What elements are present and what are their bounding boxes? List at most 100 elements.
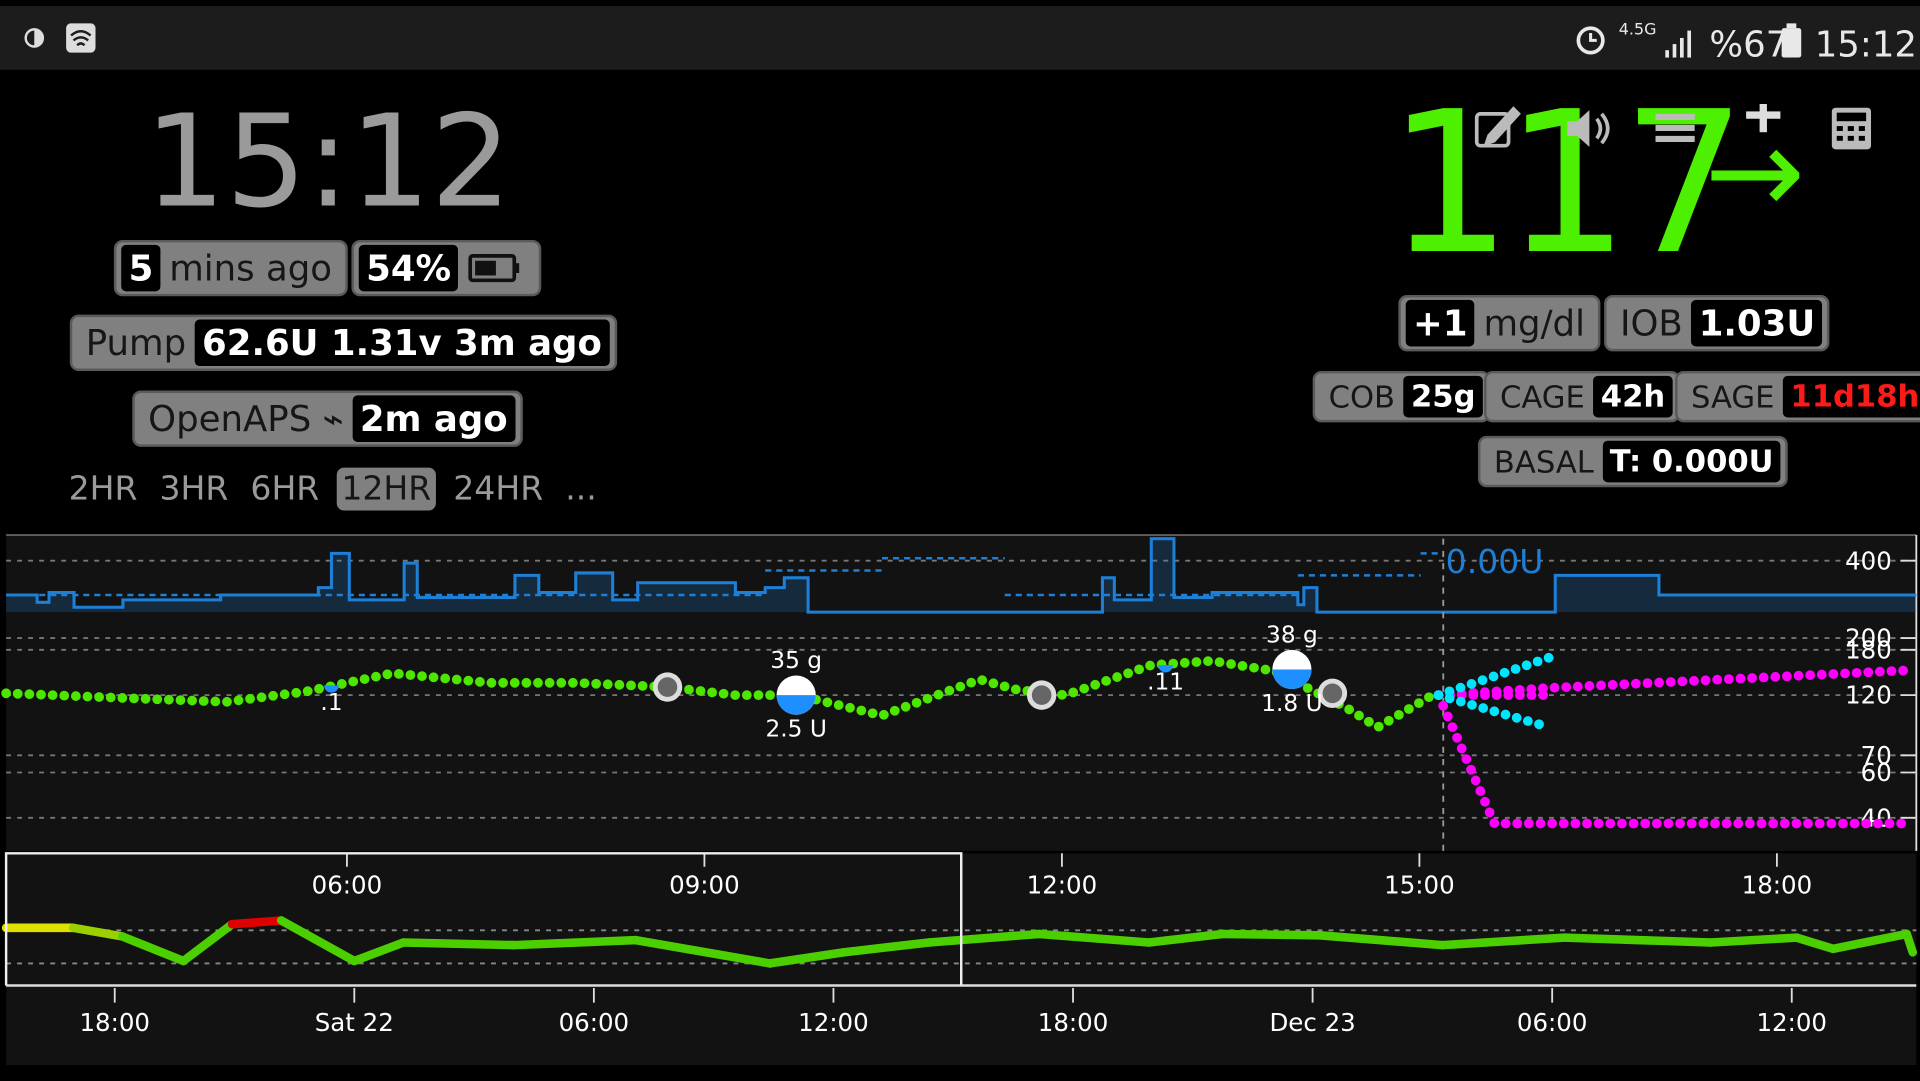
loop-pill: OpenAPS ⌁ 2m ago <box>132 390 523 447</box>
bg-segment <box>924 929 1044 947</box>
x-tick-label: 18:00 <box>1742 871 1813 900</box>
insulin-label: .1 <box>320 689 342 716</box>
note <box>1026 680 1057 710</box>
pump-pill: Pump 62.6U 1.31v 3m ago <box>69 314 617 371</box>
pill-value: 25g <box>1403 376 1483 418</box>
bg-segment <box>179 919 237 966</box>
signal-icon <box>1665 30 1692 58</box>
bg-segment <box>1706 933 1801 947</box>
pill-value: +1 <box>1405 299 1475 347</box>
pill-value: 11d18h <box>1783 376 1920 418</box>
x-tick-label: 12:00 <box>1756 1008 1827 1037</box>
bg-segment <box>68 923 127 941</box>
calculator-button[interactable] <box>1831 107 1872 150</box>
basal-rate <box>1297 604 1304 613</box>
bg-segment <box>227 916 286 929</box>
x-tick-label: 06:00 <box>559 1008 630 1037</box>
x-tick-label: 18:00 <box>1038 1008 1109 1037</box>
basal-rate <box>37 602 50 613</box>
brush-window <box>4 852 963 986</box>
bg-segment <box>1792 933 1838 954</box>
range-button[interactable]: 3HR <box>159 470 229 509</box>
bg-line <box>1433 652 1555 701</box>
bg-segment <box>1438 933 1569 950</box>
basal-rate <box>538 592 576 613</box>
basal-label: 0.00U <box>1446 542 1544 581</box>
bg-line <box>1433 690 1916 829</box>
basal-rate <box>784 577 809 613</box>
range-button[interactable]: ... <box>565 470 597 509</box>
bg-segment <box>1144 929 1227 947</box>
basal-rate <box>404 563 418 613</box>
x-tick-label: Sat 22 <box>315 1008 394 1037</box>
data-age-pill: 5 mins ago <box>113 239 348 297</box>
sound-button[interactable] <box>1567 110 1610 147</box>
bg-segment <box>399 938 519 950</box>
bg-segment <box>509 935 640 950</box>
bg-direction: → <box>1704 102 1806 243</box>
range-button[interactable]: 6HR <box>250 470 320 509</box>
pill-value: T: 0.000U <box>1602 441 1781 482</box>
bg-segment <box>839 938 934 957</box>
x-tick-label: 12:00 <box>798 1008 869 1037</box>
treatment <box>1272 649 1312 690</box>
bg-line <box>1433 690 1555 733</box>
bg-line <box>1 656 1438 733</box>
note <box>652 672 683 702</box>
pill-label: OpenAPS ⌁ <box>148 397 344 440</box>
basal-rate <box>575 572 613 613</box>
bg-segment <box>1902 929 1918 957</box>
basal-rate <box>1173 597 1213 613</box>
pill-label: mg/dl <box>1483 302 1585 345</box>
toolbar[interactable] <box>1469 104 1885 153</box>
treatment <box>776 675 816 715</box>
bg-segment <box>1315 931 1447 950</box>
bg-segment <box>1218 929 1325 940</box>
x-tick-label: 15:00 <box>1384 871 1455 900</box>
y-tick-label: 200 <box>1845 624 1892 653</box>
basal-rate <box>1212 592 1298 613</box>
basal-rate <box>6 594 38 613</box>
pill-label: SAGE <box>1691 378 1775 415</box>
sage-pill: SAGE 11d18h <box>1675 370 1920 423</box>
range-button[interactable]: 2HR <box>68 470 138 509</box>
pill-label: IOB <box>1620 302 1683 345</box>
alarm-icon <box>1576 26 1605 55</box>
basal-rate <box>417 597 515 613</box>
bg-segment <box>631 935 775 968</box>
edit-button[interactable] <box>1474 106 1521 148</box>
treatment-part <box>1272 669 1312 690</box>
iob-pill: IOB 1.03U <box>1604 295 1830 352</box>
cage-pill: CAGE 42h <box>1484 370 1680 423</box>
insulin-marker <box>1158 665 1173 673</box>
basal-rate <box>318 587 332 613</box>
basal-rate <box>1151 538 1174 613</box>
basal-rate <box>765 587 785 613</box>
delta-pill: +1 mg/dl <box>1398 295 1601 352</box>
basal-rate <box>637 582 736 613</box>
note <box>1317 678 1348 708</box>
bg-segment <box>765 948 848 968</box>
range-button[interactable]: 24HR <box>453 470 544 509</box>
pill-value: 42h <box>1593 376 1673 418</box>
add-button[interactable] <box>1746 104 1781 133</box>
pill-value: 2m ago <box>352 395 516 443</box>
bg-segment <box>1828 929 1912 954</box>
menu-button[interactable] <box>1655 113 1695 143</box>
battery-icon <box>468 254 520 283</box>
bg-segment <box>1560 933 1716 947</box>
treatment-part <box>776 695 816 715</box>
range-button[interactable]: 12HR <box>336 467 437 511</box>
carbs-label: 35 g <box>770 647 822 674</box>
y-tick-label: 120 <box>1845 681 1892 710</box>
network: 4.5G <box>1618 20 1657 40</box>
basal-rate <box>49 592 75 613</box>
y-tick-label: 60 <box>1861 758 1892 787</box>
insulin-marker <box>324 685 339 693</box>
y-tick-label: 180 <box>1845 635 1892 664</box>
x-tick-label: 18:00 <box>79 1008 150 1037</box>
pill-label: CAGE <box>1500 378 1585 415</box>
status-icons <box>24 23 96 53</box>
basal-rate <box>1555 575 1659 613</box>
